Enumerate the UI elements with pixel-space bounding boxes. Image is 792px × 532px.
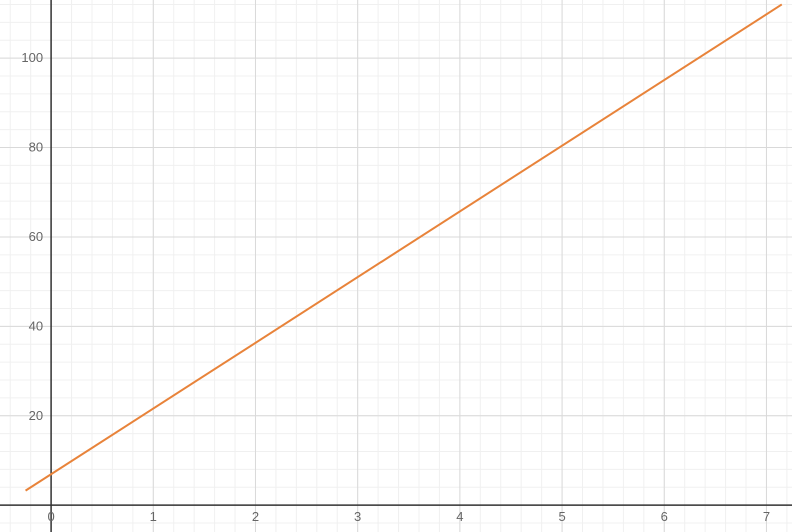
chart-svg: 0 1 2 3 4 5 6 7 20 40 60 80 100 [0, 0, 792, 532]
y-tick-label: 60 [29, 229, 43, 244]
line-chart: 0 1 2 3 4 5 6 7 20 40 60 80 100 [0, 0, 792, 532]
y-tick-label: 20 [29, 408, 43, 423]
y-tick-label: 100 [21, 50, 43, 65]
x-tick-label: 4 [456, 509, 463, 524]
x-tick-label: 0 [47, 509, 54, 524]
x-tick-label: 5 [558, 509, 565, 524]
x-tick-label: 2 [252, 509, 259, 524]
y-tick-label: 40 [29, 318, 43, 333]
x-tick-label: 6 [661, 509, 668, 524]
x-tick-label: 7 [763, 509, 770, 524]
x-tick-label: 3 [354, 509, 361, 524]
x-tick-label: 1 [150, 509, 157, 524]
y-tick-label: 80 [29, 140, 43, 155]
